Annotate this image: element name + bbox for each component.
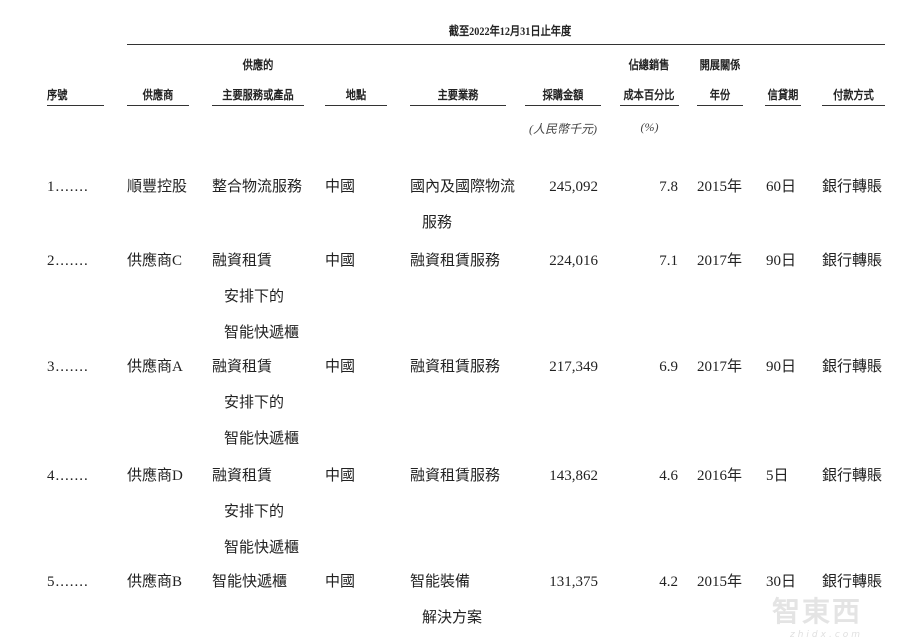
row-pct: 4.6 <box>659 468 678 484</box>
row-business: 融資租賃服務 <box>410 359 501 375</box>
row-location: 中國 <box>325 179 356 195</box>
row-amount: 245,092 <box>549 179 598 195</box>
row-business: 智能裝備 <box>410 574 471 590</box>
row-product: 智能快遞櫃 <box>212 574 288 590</box>
row-business: 融資租賃服務 <box>410 253 501 269</box>
row-amount: 224,016 <box>549 253 598 269</box>
row-supplier: 順豐控股 <box>127 179 188 195</box>
row-credit: 5日 <box>766 468 789 484</box>
row-pct: 6.9 <box>659 359 678 375</box>
row-amount: 143,862 <box>549 468 598 484</box>
header-underline <box>410 105 506 106</box>
row-pct: 7.1 <box>659 253 678 269</box>
header-credit: 信貸期 <box>767 88 799 102</box>
row-year: 2015年 <box>697 574 743 590</box>
header-underline <box>620 105 679 106</box>
header-location: 地點 <box>345 88 367 102</box>
period-title: 截至2022年12月31日止年度 <box>448 24 572 38</box>
header-underline <box>325 105 387 106</box>
unit-pct: (%) <box>640 120 659 134</box>
row-credit: 90日 <box>766 359 797 375</box>
row-product: 融資租賃 <box>212 253 273 269</box>
row-location: 中國 <box>325 468 356 484</box>
header-pct-l1: 佔總銷售 <box>628 58 670 72</box>
row-product: 融資租賃 <box>212 468 273 484</box>
header-underline <box>212 105 304 106</box>
header-year-l2: 年份 <box>709 88 731 102</box>
header-product-l2: 主要服務或產品 <box>222 88 294 102</box>
header-underline <box>127 105 189 106</box>
row-seq: 2....... <box>47 253 89 269</box>
header-underline <box>697 105 743 106</box>
row-location: 中國 <box>325 253 356 269</box>
row-business: 國內及國際物流 <box>410 179 516 195</box>
row-product: 智能快遞櫃 <box>224 325 300 341</box>
row-supplier: 供應商B <box>127 574 183 590</box>
row-product: 整合物流服務 <box>212 179 303 195</box>
row-business: 融資租賃服務 <box>410 468 501 484</box>
row-payment: 銀行轉賬 <box>822 253 883 269</box>
row-credit: 60日 <box>766 179 797 195</box>
row-pct: 4.2 <box>659 574 678 590</box>
row-payment: 銀行轉賬 <box>822 359 883 375</box>
row-supplier: 供應商C <box>127 253 183 269</box>
row-pct: 7.8 <box>659 179 678 195</box>
row-supplier: 供應商D <box>127 468 183 484</box>
row-business: 解決方案 <box>422 610 483 626</box>
header-underline <box>47 105 104 106</box>
row-seq: 1....... <box>47 179 89 195</box>
row-product: 安排下的 <box>224 289 285 305</box>
row-seq: 5....... <box>47 574 89 590</box>
row-product: 智能快遞櫃 <box>224 540 300 556</box>
row-year: 2017年 <box>697 253 743 269</box>
row-product: 融資租賃 <box>212 359 273 375</box>
row-location: 中國 <box>325 574 356 590</box>
row-amount: 131,375 <box>549 574 598 590</box>
row-amount: 217,349 <box>549 359 598 375</box>
row-year: 2015年 <box>697 179 743 195</box>
unit-amount: (人民幣千元) <box>529 122 597 136</box>
row-credit: 30日 <box>766 574 797 590</box>
header-underline <box>765 105 801 106</box>
header-pct-l2: 成本百分比 <box>623 88 675 102</box>
header-business: 主要業務 <box>437 88 479 102</box>
watermark-url: zhidx.com <box>790 630 864 640</box>
row-product: 安排下的 <box>224 504 285 520</box>
row-product: 安排下的 <box>224 395 285 411</box>
header-underline <box>525 105 601 106</box>
row-supplier: 供應商A <box>127 359 183 375</box>
row-seq: 4....... <box>47 468 89 484</box>
header-seq: 序號 <box>47 88 68 102</box>
watermark-logo: 智東西 <box>772 595 863 628</box>
header-amount: 採購金額 <box>542 88 584 102</box>
header-product-l1: 供應的 <box>242 58 274 72</box>
row-payment: 銀行轉賬 <box>822 179 883 195</box>
row-payment: 銀行轉賬 <box>822 574 883 590</box>
top-rule <box>127 44 885 45</box>
row-product: 智能快遞櫃 <box>224 431 300 447</box>
header-underline <box>822 105 885 106</box>
row-location: 中國 <box>325 359 356 375</box>
row-year: 2017年 <box>697 359 743 375</box>
row-payment: 銀行轉賬 <box>822 468 883 484</box>
row-credit: 90日 <box>766 253 797 269</box>
row-year: 2016年 <box>697 468 743 484</box>
header-supplier: 供應商 <box>142 88 174 102</box>
row-business: 服務 <box>422 215 453 231</box>
header-payment: 付款方式 <box>833 88 874 102</box>
header-year-l1: 開展關係 <box>699 58 741 72</box>
row-seq: 3....... <box>47 359 89 375</box>
